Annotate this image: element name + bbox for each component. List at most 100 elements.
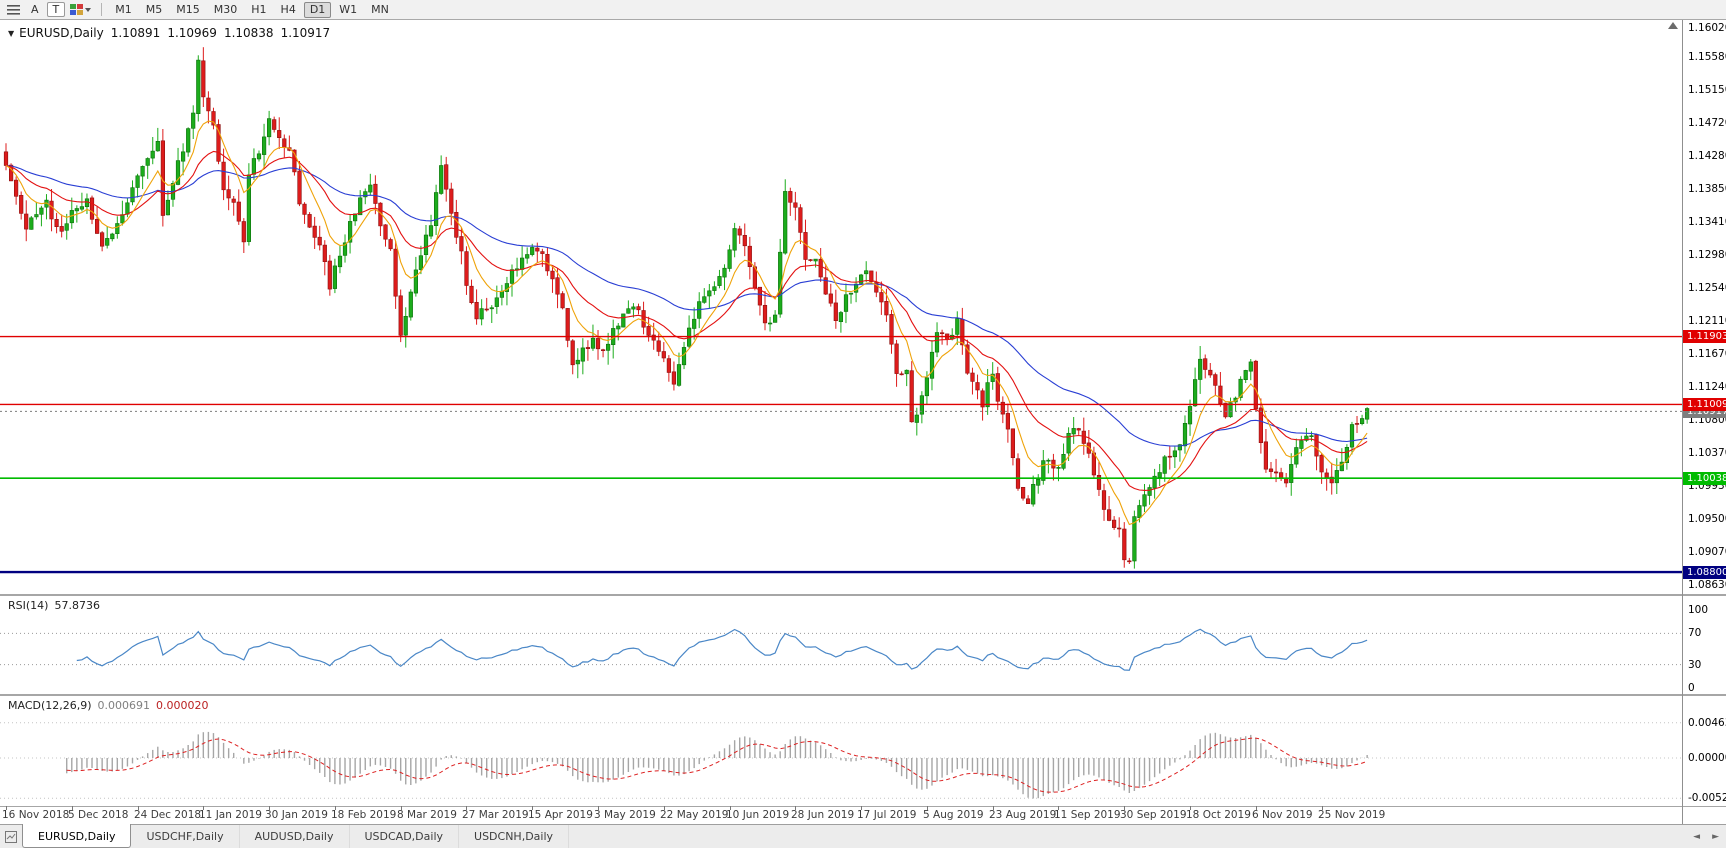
chart-list-icon[interactable] [4, 2, 23, 18]
timeframe-button-m1[interactable]: M1 [115, 3, 132, 16]
rsi-tick-label: 30 [1688, 659, 1702, 671]
date-tick [927, 806, 928, 810]
date-label: 10 Jun 2019 [726, 809, 790, 821]
timeframe-button-m30[interactable]: M30 [213, 3, 238, 16]
tab-eurusd[interactable]: EURUSD,Daily [22, 824, 132, 848]
charts-icon[interactable] [0, 825, 22, 848]
date-label: 5 Aug 2019 [923, 809, 984, 821]
rsi-value: 57.8736 [54, 599, 100, 612]
date-tick [6, 806, 7, 810]
date-tick [1124, 806, 1125, 810]
price-scale-separator[interactable] [1682, 20, 1683, 824]
timeframe-button-w1[interactable]: W1 [339, 3, 358, 16]
macd-label: MACD(12,26,9) 0.000691 0.000020 [8, 699, 209, 712]
price-tick-label: 1.10370 [1688, 446, 1726, 459]
macd-signal-line [66, 737, 1368, 793]
price-tick-label: 1.11670 [1688, 348, 1726, 361]
rsi-indicator-panel[interactable]: RSI(14) 57.8736 [0, 596, 1726, 694]
rsi-level-lines [0, 632, 1682, 666]
cursor-a-button[interactable]: A [31, 3, 39, 16]
date-tick [1322, 806, 1323, 810]
symbol-tabs: EURUSD,Daily USDCHF,Daily AUDUSD,Daily USDC… [22, 824, 570, 848]
candles [3, 47, 1370, 569]
date-label: 24 Dec 2018 [134, 809, 202, 821]
date-label: 16 Nov 2018 [2, 809, 70, 821]
price-tick-label: 1.14720 [1688, 116, 1726, 129]
tabs-scroll-left-button[interactable]: ◄ [1693, 832, 1701, 842]
timeframe-button-h1[interactable]: H1 [251, 3, 267, 16]
ohlc-low-value: 1.10838 [223, 26, 274, 40]
price-line-badge: 1.10038 [1683, 472, 1726, 485]
macd-indicator-panel[interactable]: MACD(12,26,9) 0.000691 0.000020 [0, 696, 1726, 806]
price-tick-label: 1.12110 [1688, 314, 1726, 327]
rsi-tick-label: 100 [1688, 604, 1709, 616]
timeframe-group: M1 M5 M15 M30 H1 H4 D1 W1 MN [109, 1, 395, 18]
date-tick [401, 806, 402, 810]
tab-usdchf[interactable]: USDCHF,Daily [131, 825, 240, 848]
tab-scroll-controls: ◄ ► [1690, 825, 1722, 848]
ohlc-collapse-icon[interactable]: ▼ [8, 28, 15, 38]
ohlc-open-value: 1.10891 [110, 26, 161, 40]
date-label: 17 Jul 2019 [857, 809, 917, 821]
date-tick [138, 806, 139, 810]
price-line-badge: 1.08800 [1683, 566, 1726, 579]
date-label: 30 Sep 2019 [1120, 809, 1187, 821]
price-tick-label: 1.16020 [1688, 22, 1726, 34]
date-label: 27 Mar 2019 [462, 809, 529, 821]
medium-ma-line [5, 150, 1368, 491]
price-tick-label: 1.15150 [1688, 84, 1726, 97]
date-tick [1190, 806, 1191, 810]
date-tick [72, 806, 73, 810]
dropdown-caret-icon [85, 7, 92, 12]
date-label: 25 Nov 2019 [1318, 809, 1386, 821]
price-line-badge: 1.11009 [1683, 398, 1726, 411]
timeframe-button-h4[interactable]: H4 [280, 3, 296, 16]
rsi-chart-canvas[interactable] [0, 596, 1682, 694]
timeframe-button-m15[interactable]: M15 [176, 3, 200, 16]
price-line-badge: 1.11903 [1683, 330, 1726, 343]
price-chart-panel[interactable]: ▼ EURUSD,Daily 1.10891 1.10969 1.10838 1… [0, 20, 1726, 594]
timeframe-button-m5[interactable]: M5 [145, 3, 163, 16]
price-tick-label: 1.08630 [1688, 579, 1726, 592]
date-tick [795, 806, 796, 810]
timeframe-button-mn[interactable]: MN [371, 3, 389, 16]
panel-splitter-macd[interactable] [0, 694, 1726, 696]
rsi-tick-label: 0 [1688, 682, 1695, 694]
candlestick-chart-canvas[interactable] [0, 20, 1682, 594]
rsi-tick-label: 70 [1688, 627, 1702, 639]
rsi-line [76, 628, 1368, 671]
macd-level-lines [0, 722, 1682, 799]
price-tick-label: 1.09500 [1688, 512, 1726, 525]
symbol-tabbar: EURUSD,Daily USDCHF,Daily AUDUSD,Daily USDC… [0, 824, 1726, 848]
chart-colors-icon[interactable] [67, 2, 94, 18]
macd-histogram [66, 731, 1368, 799]
horizontal-level-lines [0, 335, 1682, 574]
timeframe-button-d1[interactable]: D1 [303, 1, 332, 18]
date-label: 5 Dec 2018 [68, 809, 129, 821]
tab-audusd[interactable]: AUDUSD,Daily [240, 825, 350, 848]
date-label: 6 Nov 2019 [1252, 809, 1313, 821]
chart-toolbar: A T M1 M5 M15 M30 H1 H4 D1 W1 MN [0, 0, 1726, 20]
slow-ma-line [5, 164, 1368, 447]
date-tick [993, 806, 994, 810]
price-tick-label: 1.12980 [1688, 248, 1726, 261]
date-label: 30 Jan 2019 [265, 809, 328, 821]
date-label: 11 Sep 2019 [1054, 809, 1121, 821]
macd-chart-canvas[interactable] [0, 696, 1682, 806]
price-tick-label: 1.15580 [1688, 51, 1726, 64]
tab-usdcnh[interactable]: USDCNH,Daily [459, 825, 570, 848]
date-label: 18 Feb 2019 [331, 809, 397, 821]
date-tick [203, 806, 204, 810]
date-label: 22 May 2019 [660, 809, 729, 821]
price-tick-label: 1.12540 [1688, 282, 1726, 295]
panel-splitter-rsi[interactable] [0, 594, 1726, 596]
tabs-scroll-right-button[interactable]: ► [1712, 832, 1719, 842]
price-tick-label: 1.13850 [1688, 182, 1726, 195]
chart-shift-marker-icon [1668, 22, 1678, 29]
text-tool-button[interactable]: T [46, 2, 66, 17]
date-label: 8 Mar 2019 [397, 809, 457, 821]
tab-usdcad[interactable]: USDCAD,Daily [350, 825, 460, 848]
chart-symbol-label: EURUSD,Daily [19, 26, 104, 40]
fast-ma-line [5, 120, 1368, 526]
